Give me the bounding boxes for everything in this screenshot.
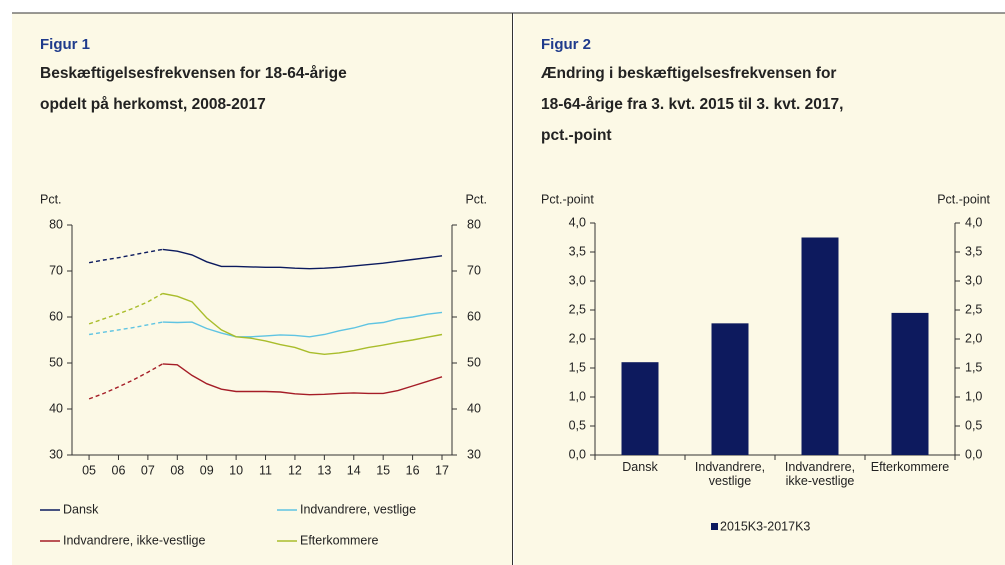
y2-tick-label: 1,0 xyxy=(965,389,982,403)
y-tick-label: 2,0 xyxy=(569,331,586,345)
x-tick-label: 12 xyxy=(288,463,302,477)
y-tick-label: 2,5 xyxy=(569,302,586,316)
y-tick-label: 1,0 xyxy=(569,389,586,403)
bar xyxy=(621,362,659,455)
legend-swatch xyxy=(711,523,718,530)
x-tick-label: 08 xyxy=(170,463,184,477)
panel-1 xyxy=(12,13,512,565)
y-axis-title: Pct. xyxy=(40,192,62,206)
x-tick-label: 14 xyxy=(347,463,361,477)
x-tick-label: 06 xyxy=(112,463,126,477)
y2-axis-title: Pct.-point xyxy=(937,192,990,206)
y-tick-label: 0,0 xyxy=(569,447,586,461)
legend-label: Indvandrere, vestlige xyxy=(300,502,416,516)
x-tick-label: 11 xyxy=(259,463,272,477)
y-tick-label: 50 xyxy=(49,355,63,369)
legend-label: 2015K3-2017K3 xyxy=(720,519,810,533)
y2-tick-label: 80 xyxy=(467,217,481,231)
x-tick-label: 16 xyxy=(406,463,420,477)
y2-tick-label: 3,0 xyxy=(965,273,982,287)
y2-tick-label: 40 xyxy=(467,401,481,415)
chart-title: Ændring i beskæftigelsesfrekvensen for 1… xyxy=(541,65,844,144)
y-tick-label: 4,0 xyxy=(569,215,586,229)
y2-tick-label: 0,0 xyxy=(965,447,982,461)
x-tick-label: Indvandrere, ikke-vestlige xyxy=(784,460,856,488)
line xyxy=(162,363,443,396)
x-tick-label: 13 xyxy=(317,463,331,477)
x-tick-label: 09 xyxy=(200,463,214,477)
y-tick-label: 70 xyxy=(49,263,63,277)
y-tick-label: 3,5 xyxy=(569,244,586,258)
line xyxy=(162,292,443,356)
legend-label: Dansk xyxy=(63,502,99,516)
y2-tick-label: 2,5 xyxy=(965,302,982,316)
line-projected xyxy=(88,248,163,264)
legend-label: Efterkommere xyxy=(300,533,379,547)
x-tick-label: 10 xyxy=(229,463,243,477)
y2-tick-label: 30 xyxy=(467,447,481,461)
y2-tick-label: 3,5 xyxy=(965,244,982,258)
bar xyxy=(801,237,839,455)
line-projected xyxy=(88,292,163,325)
y2-axis-title: Pct. xyxy=(465,192,487,206)
y-tick-label: 30 xyxy=(49,447,63,461)
y2-tick-label: 4,0 xyxy=(965,215,982,229)
y2-tick-label: 1,5 xyxy=(965,360,982,374)
x-tick-label: Efterkommere xyxy=(870,460,950,474)
line xyxy=(162,311,443,338)
x-tick-label: 17 xyxy=(435,463,449,477)
y2-tick-label: 50 xyxy=(467,355,481,369)
y-tick-label: 60 xyxy=(49,309,63,323)
y2-tick-label: 2,0 xyxy=(965,331,982,345)
chart-title: Beskæftigelsesfrekvensen for 18-64-årige… xyxy=(40,65,347,113)
figure-label: Figur 2 xyxy=(541,36,592,53)
y-tick-label: 3,0 xyxy=(569,273,586,287)
panel-2 xyxy=(514,13,1005,565)
line-projected xyxy=(88,321,163,336)
x-tick-label: Indvandrere, vestlige xyxy=(694,460,766,488)
x-tick-label: 15 xyxy=(376,463,390,477)
y-axis-title: Pct.-point xyxy=(541,192,594,206)
y-tick-label: 40 xyxy=(49,401,63,415)
bar xyxy=(891,312,929,455)
y2-tick-label: 60 xyxy=(467,309,481,323)
y-tick-label: 80 xyxy=(49,217,63,231)
legend-label: Indvandrere, ikke-vestlige xyxy=(63,533,205,547)
bar xyxy=(711,323,749,455)
y-tick-label: 0,5 xyxy=(569,418,586,432)
x-tick-label: 07 xyxy=(141,463,155,477)
y2-tick-label: 0,5 xyxy=(965,418,982,432)
y-tick-label: 1,5 xyxy=(569,360,586,374)
x-tick-label: Dansk xyxy=(622,460,658,474)
y2-tick-label: 70 xyxy=(467,263,481,277)
x-tick-label: 05 xyxy=(82,463,96,477)
figure-label: Figur 1 xyxy=(40,36,91,53)
line xyxy=(162,248,443,270)
